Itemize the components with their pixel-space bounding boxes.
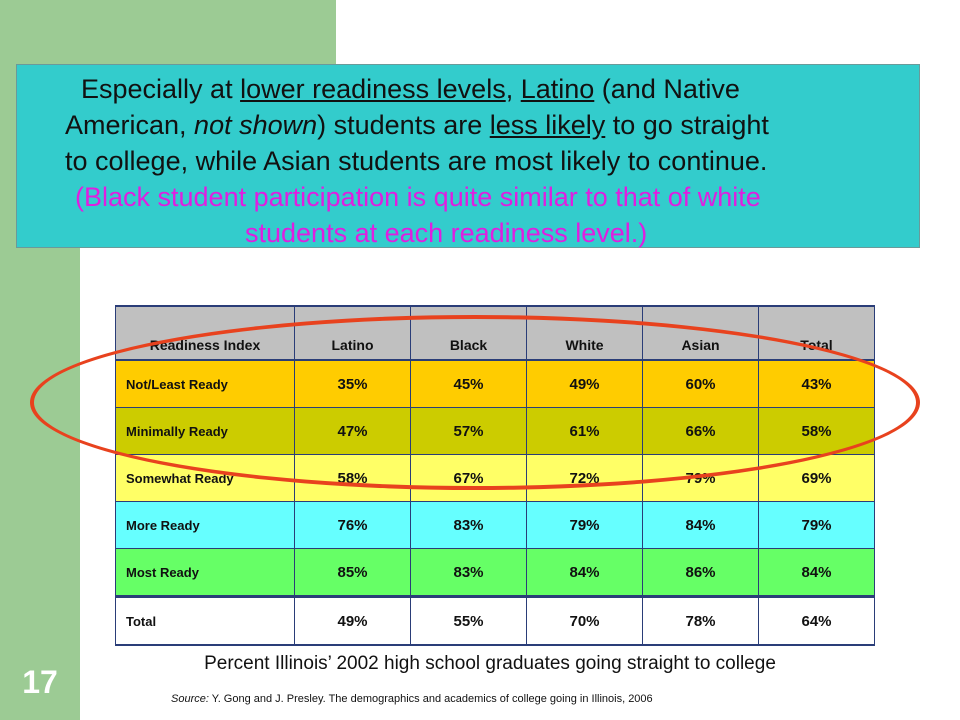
cell-total: 84% [758,548,875,597]
row-label: More Ready [115,501,295,549]
table-caption: Percent Illinois’ 2002 high school gradu… [204,653,776,674]
table-header-row: Readiness Index Latino Black White Asian… [115,305,875,361]
cell-total: 64% [758,595,875,646]
header-total: Total [758,305,875,361]
header-latino: Latino [294,305,411,361]
cell-total: 43% [758,359,875,408]
headline-underlined-phrase: lower readiness levels [240,74,506,104]
source-label: Source: [171,693,209,705]
cell-white: 84% [526,548,643,597]
headline-text: American, [65,110,195,140]
headline-line-4: (Black student participation is quite si… [75,182,761,212]
cell-total: 58% [758,407,875,455]
cell-white: 70% [526,595,643,646]
cell-asian: 86% [642,548,759,597]
cell-black: 45% [410,359,527,408]
cell-latino: 58% [294,454,411,502]
cell-latino: 35% [294,359,411,408]
headline-box: Especially at lower readiness levels, La… [16,64,920,248]
table-total-row: Total 49% 55% 70% 78% 64% [115,595,875,646]
cell-black: 57% [410,407,527,455]
cell-black: 83% [410,501,527,549]
headline-text: ) students are [317,110,490,140]
headline-underlined-phrase: Latino [520,74,595,104]
headline-line-5: students at each readiness level.) [245,218,648,248]
headline-line-1: Especially at lower readiness levels, La… [65,71,905,107]
row-label: Most Ready [115,548,295,597]
source-text: Y. Gong and J. Presley. The demographics… [208,693,653,705]
table-row: Somewhat Ready 58% 67% 72% 79% 69% [115,454,875,502]
headline-line-3: to college, while Asian students are mos… [65,146,768,176]
header-asian: Asian [642,305,759,361]
cell-white: 72% [526,454,643,502]
table-row: Most Ready 85% 83% 84% 86% 84% [115,548,875,597]
cell-total: 69% [758,454,875,502]
readiness-table: Readiness Index Latino Black White Asian… [115,305,875,646]
cell-asian: 79% [642,454,759,502]
cell-white: 61% [526,407,643,455]
cell-asian: 84% [642,501,759,549]
cell-latino: 85% [294,548,411,597]
table-row: Minimally Ready 47% 57% 61% 66% 58% [115,407,875,455]
cell-white: 79% [526,501,643,549]
cell-asian: 60% [642,359,759,408]
headline-text: to go straight [605,110,769,140]
cell-asian: 78% [642,595,759,646]
headline-text: , [505,74,521,104]
cell-black: 83% [410,548,527,597]
row-label: Minimally Ready [115,407,295,455]
cell-latino: 76% [294,501,411,549]
cell-latino: 49% [294,595,411,646]
headline-italic-phrase: not shown [194,110,318,140]
cell-total: 79% [758,501,875,549]
row-label: Not/Least Ready [115,359,295,408]
slide-number: 17 [22,664,58,700]
top-accent-bar [80,0,336,64]
headline-line-2: American, not shown) students are less l… [65,107,905,143]
cell-asian: 66% [642,407,759,455]
cell-black: 55% [410,595,527,646]
table-row: Not/Least Ready 35% 45% 49% 60% 43% [115,359,875,408]
row-label: Total [115,595,295,646]
cell-white: 49% [526,359,643,408]
headline-text: Especially at [81,74,241,104]
headline-text: (and Native [594,74,740,104]
header-readiness-index: Readiness Index [115,305,295,361]
source-citation: Source: Y. Gong and J. Presley. The demo… [171,693,653,705]
headline-underlined-phrase: less likely [489,110,606,140]
header-black: Black [410,305,527,361]
header-white: White [526,305,643,361]
cell-latino: 47% [294,407,411,455]
row-label: Somewhat Ready [115,454,295,502]
table-row: More Ready 76% 83% 79% 84% 79% [115,501,875,549]
cell-black: 67% [410,454,527,502]
